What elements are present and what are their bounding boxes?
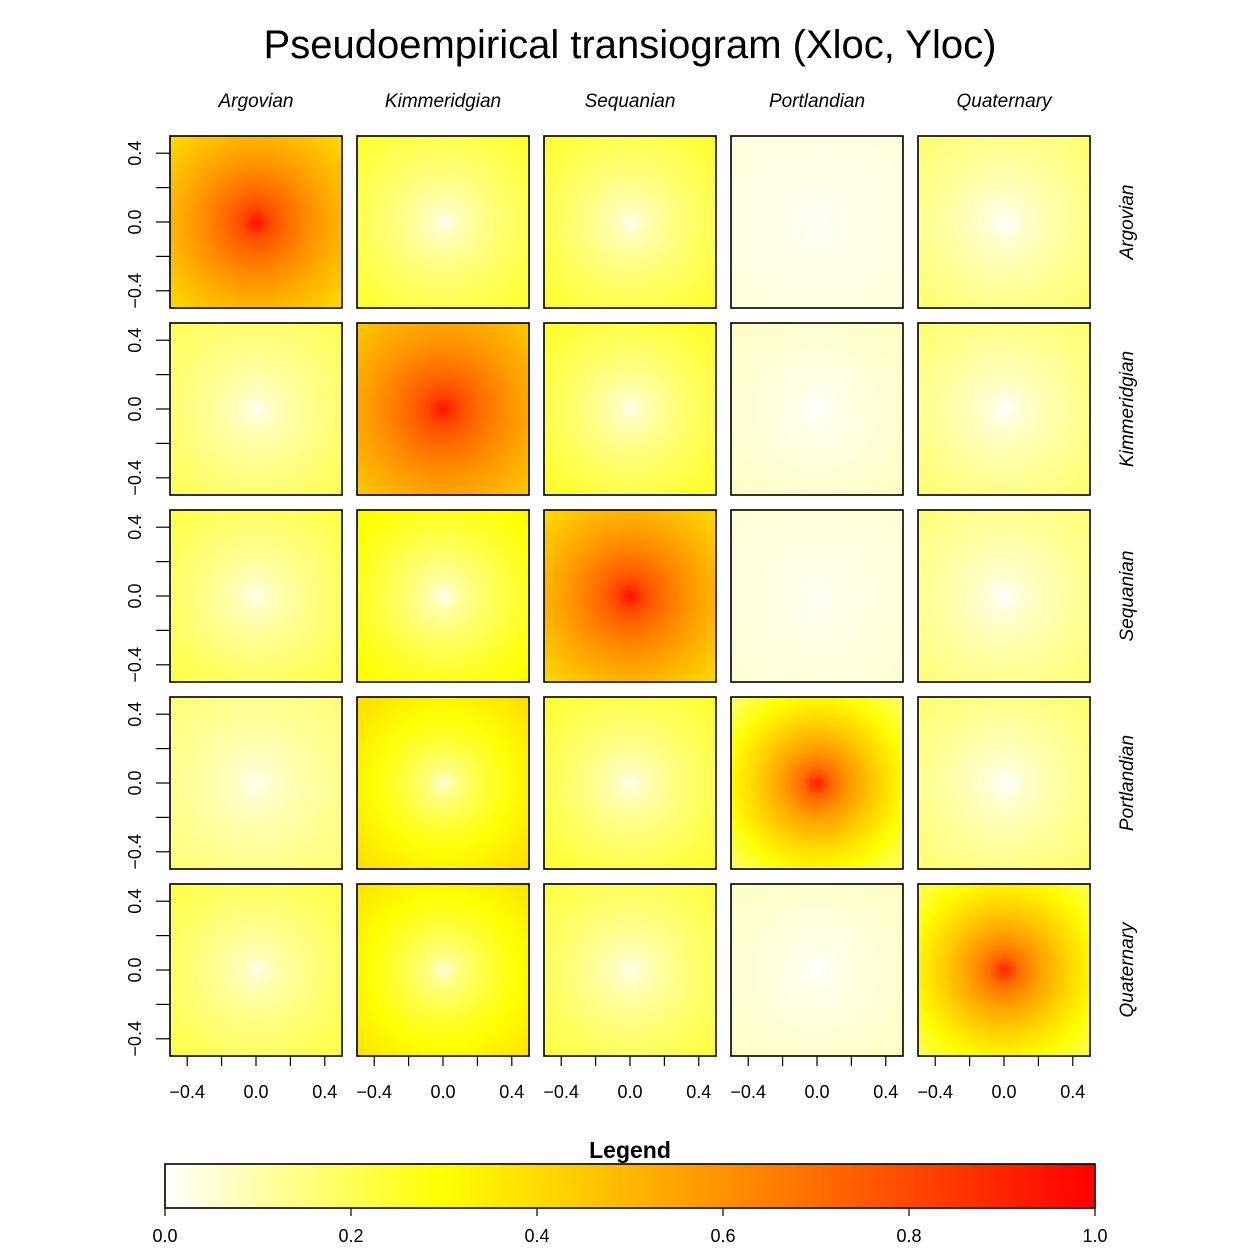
heatmap-panel-sequanian-argovian (169, 509, 343, 683)
y-tick-label: 0.4 (125, 889, 145, 914)
y-tick-label: −0.4 (125, 1021, 145, 1057)
heatmap-panel-portlandian-quaternary (917, 696, 1091, 870)
row-label-kimmeridgian: Kimmeridgian (1117, 351, 1138, 467)
x-tick-label: −0.4 (169, 1082, 205, 1102)
y-tick-label: 0.4 (125, 702, 145, 727)
x-tick-label: 0.0 (243, 1082, 268, 1102)
heatmap-panel-argovian-sequanian (543, 135, 717, 309)
heatmap-panel-kimmeridgian-portlandian (730, 322, 904, 496)
heatmap-panel-argovian-argovian (169, 135, 343, 309)
heatmap-panel-portlandian-portlandian (730, 696, 904, 870)
heatmap-panel-portlandian-argovian (169, 696, 343, 870)
axes: −0.4 0.0 0.4 −0.4 0.0 0.4 −0.4 0.0 0.4 −0.4 0.0 0.4… (125, 141, 1085, 1102)
legend-tick-label: 0.4 (524, 1226, 549, 1246)
row-label-portlandian: Portlandian (1117, 735, 1138, 831)
heatmap-panel-sequanian-kimmeridgian (356, 509, 530, 683)
panel-grid (169, 135, 1091, 1057)
heatmap-panel-quaternary-portlandian (730, 883, 904, 1057)
x-tick-label: −0.4 (356, 1082, 392, 1102)
heatmap-panel-sequanian-portlandian (730, 509, 904, 683)
heatmap-panel-quaternary-sequanian (543, 883, 717, 1057)
y-tick-label: 0.4 (125, 515, 145, 540)
legend-tick-label: 0.0 (152, 1226, 177, 1246)
column-label-quaternary: Quaternary (956, 91, 1053, 112)
y-tick-label: −0.4 (125, 647, 145, 683)
heatmap-panel-argovian-quaternary (917, 135, 1091, 309)
row-label-sequanian: Sequanian (1117, 551, 1138, 642)
heatmap-panel-quaternary-kimmeridgian (356, 883, 530, 1057)
legend-tick-label: 1.0 (1082, 1226, 1107, 1246)
y-tick-label: 0.4 (125, 328, 145, 353)
column-label-portlandian: Portlandian (769, 91, 865, 112)
heatmap-panel-portlandian-sequanian (543, 696, 717, 870)
x-tick-label: −0.4 (917, 1082, 953, 1102)
heatmap-panel-kimmeridgian-quaternary (917, 322, 1091, 496)
legend-title: Legend (589, 1137, 671, 1163)
x-tick-label: 0.4 (312, 1082, 337, 1102)
x-tick-label: 0.0 (804, 1082, 829, 1102)
y-tick-label: 0.0 (125, 209, 145, 234)
y-tick-label: 0.4 (125, 141, 145, 166)
x-tick-label: 0.4 (686, 1082, 711, 1102)
heatmap-panel-kimmeridgian-argovian (169, 322, 343, 496)
heatmap-panel-kimmeridgian-sequanian (543, 322, 717, 496)
legend-color-bar (164, 1163, 1096, 1209)
x-tick-label: 0.0 (991, 1082, 1016, 1102)
heatmap-panel-argovian-portlandian (730, 135, 904, 309)
heatmap-panel-portlandian-kimmeridgian (356, 696, 530, 870)
column-label-kimmeridgian: Kimmeridgian (385, 91, 501, 112)
x-tick-label: −0.4 (730, 1082, 766, 1102)
y-tick-label: 0.0 (125, 583, 145, 608)
column-label-argovian: Argovian (218, 91, 294, 112)
column-label-sequanian: Sequanian (585, 91, 676, 112)
strip-labels: Argovian Kimmeridgian Sequanian Portlandian… (218, 91, 1139, 1018)
row-label-quaternary: Quaternary (1117, 921, 1138, 1018)
x-tick-label: 0.4 (1060, 1082, 1085, 1102)
heatmap-panel-kimmeridgian-kimmeridgian (356, 322, 530, 496)
chart-title: Pseudoempirical transiogram (Xloc, Yloc) (264, 23, 997, 67)
heatmap-panel-sequanian-sequanian (543, 509, 717, 683)
x-tick-label: −0.4 (543, 1082, 579, 1102)
legend-tick-label: 0.8 (896, 1226, 921, 1246)
y-tick-label: −0.4 (125, 460, 145, 496)
row-label-argovian: Argovian (1117, 185, 1138, 261)
legend-tick-label: 0.6 (710, 1226, 735, 1246)
legend-tick-label: 0.2 (338, 1226, 363, 1246)
y-tick-label: 0.0 (125, 396, 145, 421)
heatmap-panel-quaternary-argovian (169, 883, 343, 1057)
heatmap-panel-argovian-kimmeridgian (356, 135, 530, 309)
x-tick-label: 0.0 (430, 1082, 455, 1102)
y-tick-label: 0.0 (125, 770, 145, 795)
color-legend: Legend 0.0 0.2 0.4 0.6 0.8 1.0 (152, 1137, 1107, 1246)
heatmap-panel-sequanian-quaternary (917, 509, 1091, 683)
heatmap-panel-quaternary-quaternary (917, 883, 1091, 1057)
x-tick-label: 0.4 (873, 1082, 898, 1102)
x-tick-label: 0.4 (499, 1082, 524, 1102)
x-tick-label: 0.0 (617, 1082, 642, 1102)
y-tick-label: 0.0 (125, 957, 145, 982)
y-tick-label: −0.4 (125, 834, 145, 870)
y-tick-label: −0.4 (125, 273, 145, 309)
